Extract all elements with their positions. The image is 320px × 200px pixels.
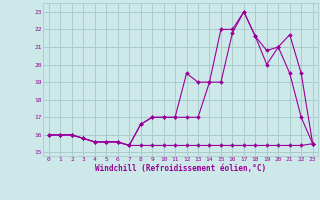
X-axis label: Windchill (Refroidissement éolien,°C): Windchill (Refroidissement éolien,°C)	[95, 164, 266, 173]
